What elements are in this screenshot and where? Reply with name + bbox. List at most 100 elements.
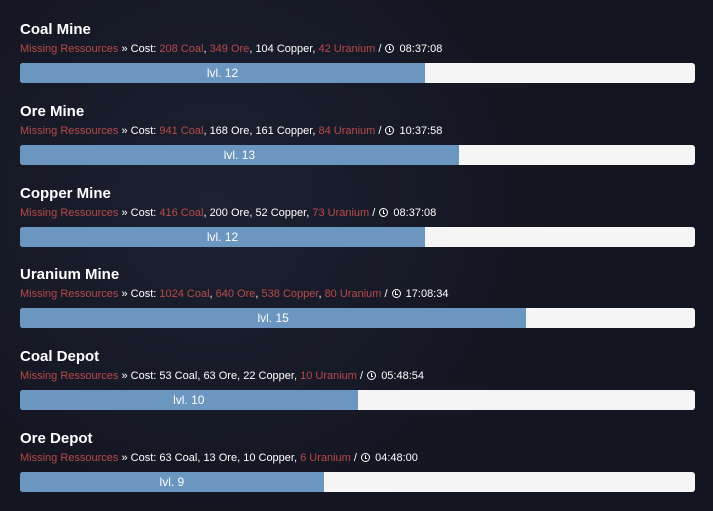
cost-item: 84 Uranium — [318, 125, 376, 137]
comma: , — [249, 43, 256, 55]
slash: / — [375, 125, 385, 137]
clock-icon — [379, 208, 389, 217]
cost-item: 104 Copper — [255, 43, 313, 55]
build-time: 04:48:00 — [375, 452, 418, 464]
comma: , — [293, 452, 301, 464]
missing-resources-label: Missing Ressources — [20, 125, 119, 137]
building-item: Coal Mine Missing Ressources » Cost: 208… — [20, 21, 695, 83]
missing-resources-label: Missing Ressources — [20, 452, 119, 464]
cost-item: 6 Uranium — [300, 452, 351, 464]
cost-item: 349 Ore — [209, 43, 250, 55]
clock-icon — [385, 126, 395, 135]
comma: , — [306, 207, 313, 219]
comma: , — [312, 125, 319, 137]
cost-item: 161 Copper — [255, 125, 313, 137]
slash: / — [369, 207, 379, 219]
comma: , — [249, 125, 256, 137]
cost-item: 13 Ore — [203, 452, 238, 464]
cost-item: 42 Uranium — [318, 43, 376, 55]
level-progress-bar: lvl. 13 — [20, 145, 695, 165]
comma: , — [237, 452, 244, 464]
cost-line: Missing Ressources » Cost: 208 Coal, 349… — [20, 42, 695, 56]
clock-icon — [367, 371, 377, 380]
separator: » — [118, 43, 131, 55]
cost-item: 538 Copper — [261, 288, 319, 300]
cost-line: Missing Ressources » Cost: 416 Coal, 200… — [20, 206, 695, 220]
comma: , — [209, 288, 216, 300]
level-progress-fill: lvl. 12 — [20, 63, 425, 83]
building-name: Copper Mine — [20, 185, 111, 202]
build-time: 17:08:34 — [405, 288, 449, 300]
slash: / — [350, 452, 361, 464]
missing-resources-label: Missing Ressources — [20, 207, 119, 219]
cost-item: 63 Ore — [203, 370, 238, 382]
comma: , — [249, 207, 256, 219]
cost-line: Missing Ressources » Cost: 1024 Coal, 64… — [20, 287, 695, 301]
slash: / — [381, 288, 391, 300]
cost-item: 168 Ore — [209, 125, 250, 137]
cost-item: 941 Coal — [159, 125, 204, 137]
level-progress-bar: lvl. 10 — [20, 390, 695, 410]
cost-item: 1024 Coal — [159, 288, 210, 300]
separator: » — [118, 288, 131, 300]
cost-line: Missing Ressources » Cost: 63 Coal, 13 O… — [20, 451, 695, 465]
cost-label: Cost: — [130, 452, 160, 464]
level-progress-bar: lvl. 9 — [20, 472, 695, 492]
level-progress-fill: lvl. 13 — [20, 145, 459, 165]
cost-item: 640 Ore — [215, 288, 256, 300]
cost-item: 73 Uranium — [312, 207, 370, 219]
cost-item: 53 Coal — [159, 370, 198, 382]
comma: , — [255, 288, 262, 300]
slash: / — [375, 43, 385, 55]
cost-item: 208 Coal — [159, 43, 204, 55]
comma: , — [312, 43, 319, 55]
build-time: 08:37:08 — [393, 207, 437, 219]
cost-line: Missing Ressources » Cost: 53 Coal, 63 O… — [20, 369, 695, 383]
level-progress-fill: lvl. 10 — [20, 390, 358, 410]
separator: » — [118, 125, 131, 137]
clock-icon — [361, 453, 371, 462]
missing-resources-label: Missing Ressources — [20, 288, 119, 300]
level-progress-fill: lvl. 9 — [20, 472, 324, 492]
comma: , — [318, 288, 325, 300]
cost-item: 416 Coal — [159, 207, 204, 219]
clock-icon — [385, 44, 395, 53]
build-time: 08:37:08 — [399, 43, 443, 55]
cost-item: 200 Ore — [209, 207, 250, 219]
separator: » — [118, 207, 131, 219]
level-progress-bar: lvl. 15 — [20, 308, 695, 328]
building-name: Ore Depot — [20, 430, 93, 447]
build-time: 10:37:58 — [399, 125, 443, 137]
comma: , — [237, 370, 244, 382]
level-progress-fill: lvl. 15 — [20, 308, 527, 328]
cost-label: Cost: — [130, 288, 160, 300]
cost-label: Cost: — [130, 43, 160, 55]
cost-item: 63 Coal — [159, 452, 198, 464]
clock-icon — [391, 289, 401, 298]
cost-item: 10 Copper — [243, 452, 294, 464]
comma: , — [203, 207, 210, 219]
slash: / — [356, 370, 367, 382]
comma: , — [203, 43, 210, 55]
building-name: Uranium Mine — [20, 266, 120, 283]
cost-label: Cost: — [130, 370, 160, 382]
comma: , — [197, 452, 204, 464]
cost-line: Missing Ressources » Cost: 941 Coal, 168… — [20, 124, 695, 138]
comma: , — [203, 125, 210, 137]
building-item: Ore Depot Missing Ressources » Cost: 63 … — [20, 430, 695, 492]
comma: , — [197, 370, 204, 382]
cost-label: Cost: — [130, 125, 160, 137]
missing-resources-label: Missing Ressources — [20, 43, 119, 55]
comma: , — [293, 370, 301, 382]
cost-item: 80 Uranium — [324, 288, 382, 300]
separator: » — [118, 452, 131, 464]
building-item: Copper Mine Missing Ressources » Cost: 4… — [20, 185, 695, 247]
level-progress-fill: lvl. 12 — [20, 227, 425, 247]
cost-item: 10 Uranium — [300, 370, 357, 382]
building-name: Coal Depot — [20, 348, 100, 365]
building-name: Coal Mine — [20, 21, 91, 38]
building-item: Ore Mine Missing Ressources » Cost: 941 … — [20, 103, 695, 165]
level-progress-bar: lvl. 12 — [20, 227, 695, 247]
cost-label: Cost: — [130, 207, 160, 219]
cost-item: 52 Copper — [255, 207, 307, 219]
